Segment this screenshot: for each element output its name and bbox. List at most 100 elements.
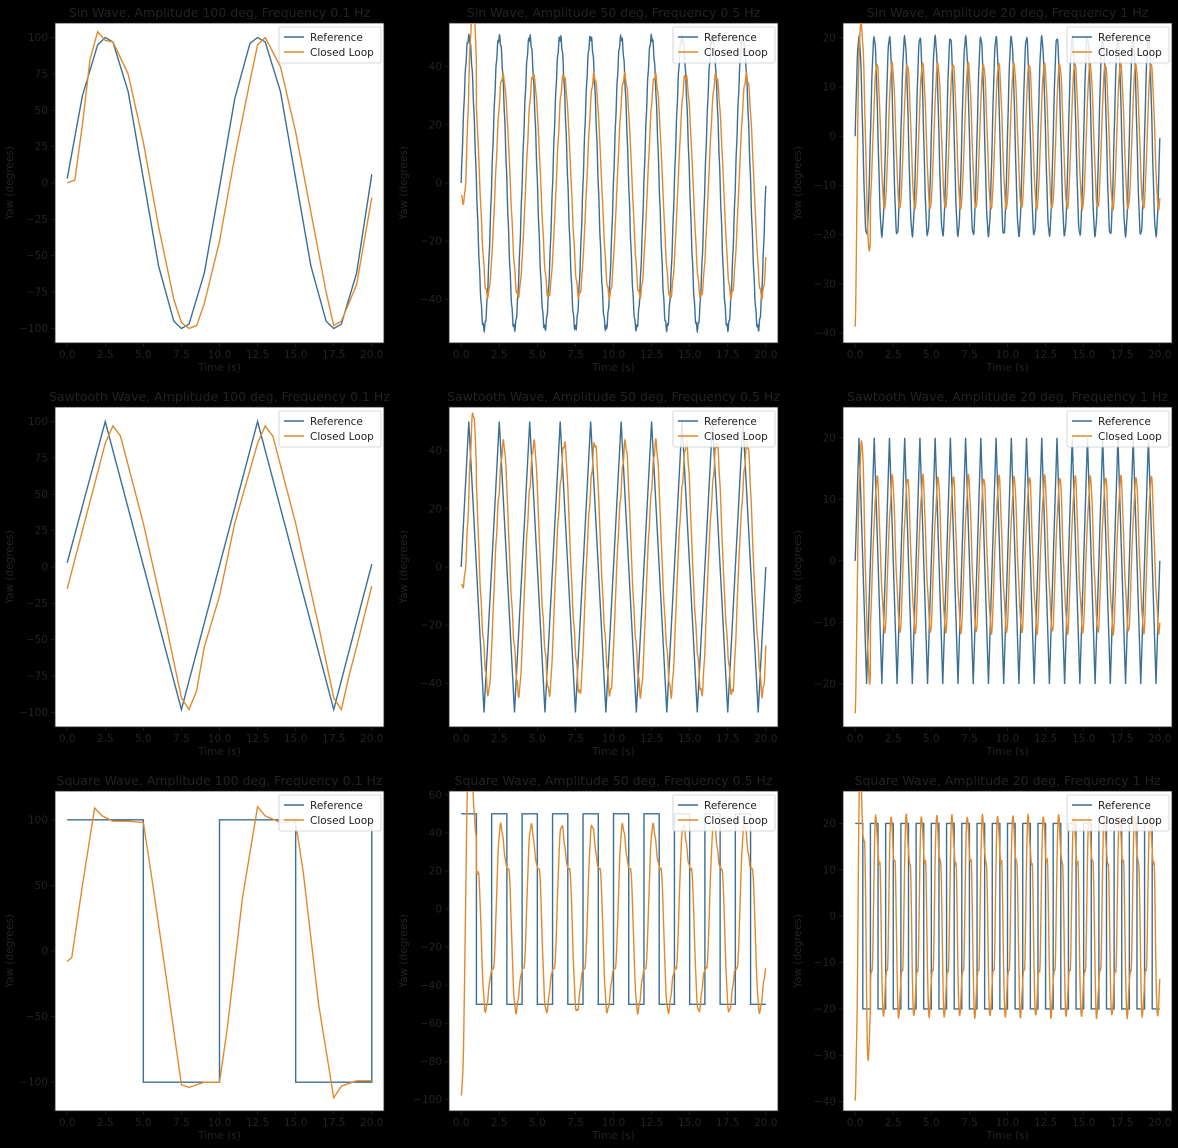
chart-panel-3: Sin Wave, Amplitude 20 deg, Frequency 1 … <box>792 5 1173 374</box>
legend-box <box>278 26 382 64</box>
closed-loop-series-line <box>66 805 372 1100</box>
y-tick-label: 0 <box>435 904 442 916</box>
legend-entry-reference: Reference <box>310 32 363 44</box>
chart-title: Sawtooth Wave, Amplitude 100 deg, Freque… <box>49 389 390 404</box>
legend: Reference Closed Loop <box>672 26 776 64</box>
x-tick-label: 0.0 <box>453 733 470 745</box>
x-tick-label: 0.0 <box>847 1117 864 1129</box>
x-tick-label: 17.5 <box>322 349 345 361</box>
closed-loop-series-line <box>66 424 373 712</box>
x-tick-label: 17.5 <box>1110 1117 1133 1129</box>
y-tick-label: 0 <box>435 178 442 190</box>
y-tick-label: −100 <box>413 1094 442 1106</box>
x-tick-label: 12.5 <box>1034 349 1057 361</box>
y-axis-label: Yaw (degrees) <box>398 530 410 605</box>
y-tick-label: 25 <box>35 525 48 537</box>
x-tick-label: 15.0 <box>678 349 701 361</box>
legend-box <box>1066 794 1170 832</box>
y-tick-label: 0 <box>829 911 836 923</box>
x-tick-label: 10.0 <box>996 733 1019 745</box>
x-tick-label: 10.0 <box>208 733 231 745</box>
y-tick-label: 20 <box>823 432 836 444</box>
x-axis-label: Time (s) <box>591 1130 635 1142</box>
y-axis-label: Yaw (degrees) <box>792 914 804 989</box>
x-tick-label: 12.5 <box>640 349 663 361</box>
x-tick-label: 12.5 <box>1034 733 1057 745</box>
legend-entry-reference: Reference <box>704 32 757 44</box>
x-tick-label: 20.0 <box>754 349 777 361</box>
y-tick-label: −30 <box>814 1050 836 1062</box>
legend-entry-reference: Reference <box>1098 800 1151 812</box>
legend-entry-closed-loop: Closed Loop <box>310 431 374 443</box>
reference-series-line <box>854 33 1161 239</box>
legend: Reference Closed Loop <box>278 26 382 64</box>
y-tick-label: −40 <box>420 678 442 690</box>
x-tick-label: 10.0 <box>996 1117 1019 1129</box>
x-tick-label: 0.0 <box>59 733 76 745</box>
y-tick-label: 50 <box>35 489 48 501</box>
chart-title: Sawtooth Wave, Amplitude 50 deg, Frequen… <box>447 389 780 404</box>
y-tick-label: 10 <box>823 864 836 876</box>
plot-area <box>54 22 385 344</box>
x-tick-label: 2.5 <box>97 733 114 745</box>
y-tick-label: −20 <box>420 620 442 632</box>
legend-entry-closed-loop: Closed Loop <box>310 47 374 59</box>
chart-panel-7: Square Wave, Amplitude 100 deg, Frequenc… <box>4 773 385 1142</box>
reference-series-line <box>67 819 373 1083</box>
closed-loop-series-line <box>460 23 767 301</box>
x-tick-label: 2.5 <box>491 733 508 745</box>
y-tick-label: 60 <box>429 789 442 801</box>
chart-panel-1: Sin Wave, Amplitude 100 deg, Frequency 0… <box>4 5 385 374</box>
x-axis-label: Time (s) <box>197 362 241 374</box>
closed-loop-series-line <box>854 791 1161 1101</box>
y-tick-label: −80 <box>420 1056 442 1068</box>
x-tick-label: 2.5 <box>491 1117 508 1129</box>
y-tick-label: 0 <box>435 562 442 574</box>
x-tick-label: 5.0 <box>923 349 940 361</box>
legend-entry-reference: Reference <box>1098 416 1151 428</box>
legend-entry-closed-loop: Closed Loop <box>1098 815 1162 827</box>
y-tick-label: 10 <box>823 82 836 94</box>
y-tick-label: −20 <box>814 678 836 690</box>
chart-title: Square Wave, Amplitude 100 deg, Frequenc… <box>57 773 383 788</box>
x-tick-label: 20.0 <box>1148 1117 1171 1129</box>
x-tick-label: 17.5 <box>716 349 739 361</box>
legend: Reference Closed Loop <box>672 794 776 832</box>
closed-loop-series-line <box>460 412 767 700</box>
x-tick-label: 5.0 <box>529 1117 546 1129</box>
y-tick-label: −50 <box>26 634 48 646</box>
y-tick-label: −75 <box>26 287 48 299</box>
x-tick-label: 20.0 <box>754 733 777 745</box>
x-tick-label: 2.5 <box>885 1117 902 1129</box>
y-tick-label: −60 <box>420 1018 442 1030</box>
x-tick-label: 15.0 <box>678 733 701 745</box>
x-tick-label: 10.0 <box>602 1117 625 1129</box>
x-tick-label: 2.5 <box>97 349 114 361</box>
x-tick-label: 15.0 <box>1072 349 1095 361</box>
chart-title: Square Wave, Amplitude 20 deg, Frequency… <box>854 773 1161 788</box>
y-tick-label: −20 <box>420 236 442 248</box>
x-tick-label: 17.5 <box>1110 733 1133 745</box>
y-tick-label: 50 <box>35 105 48 117</box>
legend-entry-reference: Reference <box>1098 32 1151 44</box>
y-tick-label: 100 <box>28 814 48 826</box>
x-axis-label: Time (s) <box>985 1130 1029 1142</box>
x-tick-label: 0.0 <box>453 1117 470 1129</box>
y-tick-label: 10 <box>823 494 836 506</box>
x-tick-label: 10.0 <box>208 349 231 361</box>
legend-entry-closed-loop: Closed Loop <box>704 47 768 59</box>
x-tick-label: 5.0 <box>135 733 152 745</box>
chart-panel-2: Sin Wave, Amplitude 50 deg, Frequency 0.… <box>398 5 779 374</box>
legend-entry-closed-loop: Closed Loop <box>704 815 768 827</box>
y-axis-label: Yaw (degrees) <box>792 146 804 221</box>
legend-entry-reference: Reference <box>704 800 757 812</box>
y-tick-label: 20 <box>823 32 836 44</box>
x-tick-label: 20.0 <box>1148 349 1171 361</box>
y-tick-label: 100 <box>28 32 48 44</box>
legend-box <box>1066 410 1170 448</box>
y-tick-label: −25 <box>26 598 48 610</box>
closed-loop-series-line <box>854 439 1161 714</box>
x-tick-label: 0.0 <box>59 1117 76 1129</box>
y-tick-label: 40 <box>429 827 442 839</box>
